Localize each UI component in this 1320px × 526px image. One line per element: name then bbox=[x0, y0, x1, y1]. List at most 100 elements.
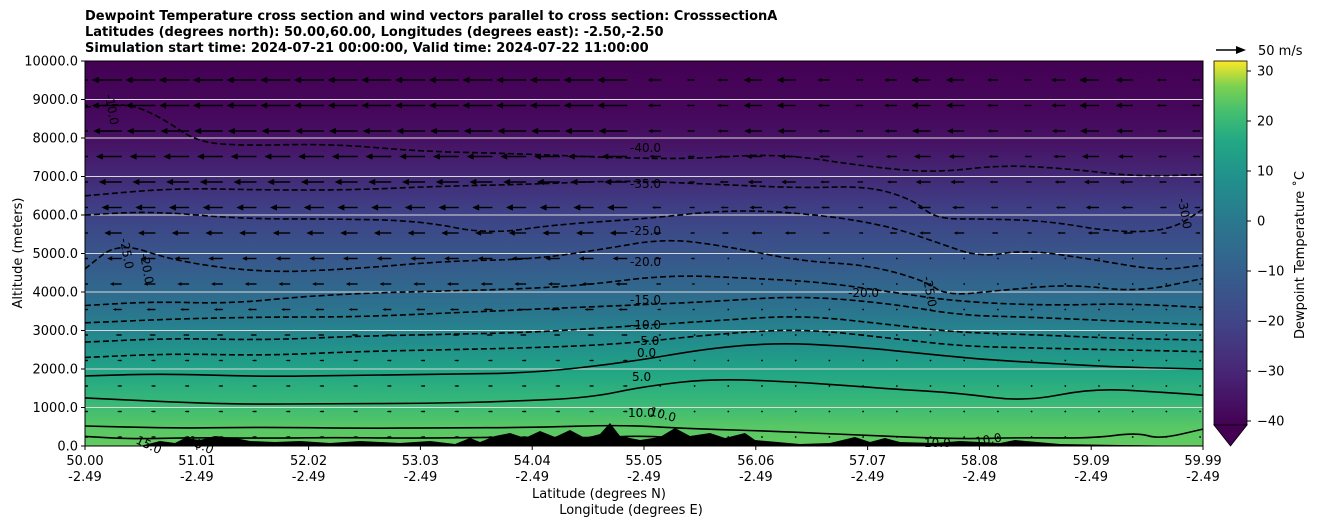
wind-vector-head bbox=[306, 230, 313, 236]
wind-vector-head bbox=[817, 129, 822, 133]
colorbar: −40 −30 −20 −10 0 10 20 30 Dewpoint Temperature… bbox=[1213, 60, 1308, 447]
wind-vector-head bbox=[691, 283, 693, 285]
wind-vector bbox=[929, 410, 932, 413]
wind-vector bbox=[693, 359, 696, 362]
wind-vector bbox=[828, 283, 831, 285]
wind-vector-head bbox=[62, 153, 69, 159]
wind-vector bbox=[1199, 359, 1201, 362]
wind-vector-head bbox=[420, 359, 423, 362]
wind-vector bbox=[794, 308, 797, 311]
wind-vector-head bbox=[386, 385, 389, 387]
wind-vector bbox=[963, 257, 966, 260]
y-tick-label: 9000.0 bbox=[33, 93, 79, 108]
wind-vector-head bbox=[150, 410, 153, 413]
wind-vector-head bbox=[1026, 232, 1029, 234]
wind-vector bbox=[997, 257, 999, 260]
wind-vector-head bbox=[521, 385, 524, 387]
wind-vector-head bbox=[855, 129, 859, 133]
wind-vector-head bbox=[252, 410, 254, 413]
wind-vector-head bbox=[298, 153, 306, 160]
wind-vector-head bbox=[508, 230, 515, 236]
wind-vector-head bbox=[1085, 205, 1091, 210]
wind-vector bbox=[1064, 410, 1067, 413]
wind-vector-head bbox=[545, 256, 551, 261]
wind-vector-head bbox=[241, 256, 248, 261]
wind-vector-head bbox=[91, 102, 99, 109]
wind-vector-head bbox=[462, 76, 470, 84]
wind-vector-head bbox=[466, 153, 474, 160]
chart-title-line-3: Simulation start time: 2024-07-21 00:00:… bbox=[85, 41, 649, 56]
wind-vector bbox=[1199, 308, 1201, 311]
wind-vector-head bbox=[609, 230, 616, 236]
wind-vector-head bbox=[449, 308, 453, 311]
chart-title-line-2: Latitudes (degrees north): 50.00,60.00, … bbox=[85, 25, 664, 40]
wind-vector-head bbox=[312, 282, 317, 286]
wind-vector bbox=[997, 436, 999, 438]
wind-vector-head bbox=[1055, 206, 1060, 209]
wind-vector-head bbox=[487, 385, 490, 387]
wind-vector-head bbox=[428, 102, 436, 109]
contour-label: -20.0 bbox=[137, 252, 156, 285]
colorbar-tick-label: 30 bbox=[1257, 65, 1274, 80]
wind-vector-head bbox=[472, 204, 480, 211]
wind-vector-head bbox=[911, 102, 918, 109]
wind-vector bbox=[1131, 283, 1134, 285]
wind-vector-head bbox=[327, 102, 335, 109]
wind-vector-head bbox=[428, 76, 436, 84]
wind-vector-head bbox=[104, 230, 111, 236]
wind-vector bbox=[727, 385, 730, 387]
wind-vector-head bbox=[386, 436, 389, 438]
wind-vector-head bbox=[511, 256, 517, 261]
colorbar-extend-min-icon bbox=[1213, 424, 1248, 447]
wind-vector-head bbox=[1023, 129, 1027, 133]
contour-label: -40.0 bbox=[630, 141, 661, 155]
wind-vector-head bbox=[82, 334, 84, 336]
wind-vector-head bbox=[230, 153, 238, 160]
wind-vector-head bbox=[1054, 180, 1059, 184]
wind-vector bbox=[1064, 257, 1067, 260]
wind-vector-head bbox=[612, 256, 618, 261]
x-tick-label-lon: -2.49 bbox=[180, 470, 214, 485]
wind-vector-head bbox=[531, 127, 539, 135]
wind-vector bbox=[1131, 308, 1134, 311]
wind-vector-head bbox=[990, 206, 994, 209]
wind-vector bbox=[1064, 308, 1067, 311]
wind-vector-head bbox=[303, 204, 311, 211]
wind-vector bbox=[1064, 334, 1067, 336]
wind-vector bbox=[761, 334, 763, 336]
quiver-key-label: 50 m/s bbox=[1258, 44, 1303, 59]
contour-label: 10.0 bbox=[974, 431, 1003, 449]
wind-vector-head bbox=[285, 436, 288, 438]
wind-vector-head bbox=[776, 102, 784, 109]
wind-vector-head bbox=[337, 204, 345, 211]
wind-vector bbox=[997, 308, 999, 311]
wind-vector-head bbox=[487, 359, 490, 362]
wind-vector-head bbox=[252, 385, 254, 387]
contour-line bbox=[85, 424, 1203, 440]
wind-vector-head bbox=[1081, 153, 1088, 160]
wind-vector-head bbox=[885, 154, 890, 159]
wind-vector bbox=[963, 283, 966, 285]
wind-vector-head bbox=[1193, 180, 1196, 184]
wind-vector bbox=[1165, 334, 1168, 336]
contour-label: 10.0 bbox=[924, 436, 951, 450]
wind-vector-head bbox=[1083, 179, 1090, 185]
x-tick-label-lon: -2.49 bbox=[68, 470, 102, 485]
wind-vector bbox=[862, 359, 864, 362]
contour-label: 10.0 bbox=[628, 406, 655, 420]
wind-vector bbox=[1098, 359, 1100, 362]
wind-vector-head bbox=[281, 308, 285, 311]
wind-vector-head bbox=[236, 204, 244, 211]
wind-vector bbox=[1165, 257, 1168, 260]
wind-vector bbox=[895, 334, 898, 336]
wind-vector bbox=[794, 334, 797, 336]
wind-vector-head bbox=[857, 206, 860, 209]
wind-vector-head bbox=[135, 204, 143, 211]
wind-vector-head bbox=[107, 256, 113, 261]
wind-vector-head bbox=[340, 230, 347, 236]
wind-vector-head bbox=[1160, 232, 1163, 234]
wind-vector bbox=[963, 359, 966, 362]
wind-vector-head bbox=[211, 282, 216, 286]
wind-vector-head bbox=[564, 127, 572, 135]
wind-vector-head bbox=[184, 410, 187, 413]
